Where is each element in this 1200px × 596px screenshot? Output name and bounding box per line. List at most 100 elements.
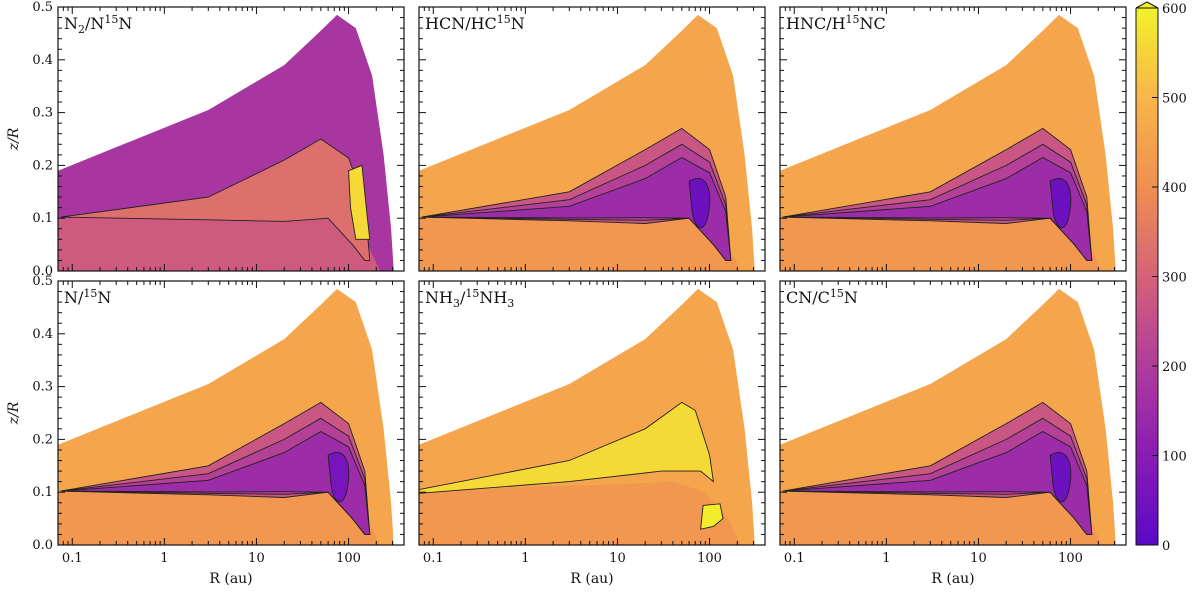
panel-title-part: NH — [425, 288, 453, 307]
panel-n2: 0.00.10.20.30.40.5z/RN2/N15N — [6, 0, 405, 279]
y-axis-label: z/R — [6, 127, 22, 151]
panel-title: CN/C15N — [786, 287, 858, 307]
panel-title: HCN/HC15N — [425, 13, 525, 33]
high-ratio-blob — [700, 503, 724, 530]
colorbar-tick-label: 300 — [1162, 271, 1187, 286]
midplane-region — [58, 207, 381, 271]
x-axis-label: R (au) — [570, 571, 613, 587]
panel-title-part: / — [460, 288, 466, 307]
panel-frame — [418, 280, 766, 546]
panel-title-part: NH — [479, 288, 507, 307]
x-tick-label: 100 — [336, 551, 361, 566]
colorbar-tick-label: 400 — [1162, 181, 1187, 196]
panel-title-part: CN/C — [786, 288, 830, 307]
panel-n: 0.0 0.1 0.2 0.3 0.4 0.5 z/R 0.1 1 10 100 R (au) N/15… — [6, 274, 405, 587]
plot-area — [780, 14, 1116, 271]
panel-title-part: N — [64, 14, 78, 33]
x-tick-label: 0.1 — [62, 551, 83, 566]
ticks — [779, 280, 1127, 546]
x-tick-label: 100 — [697, 551, 722, 566]
midplane-region — [780, 207, 1103, 271]
panel-hcn: HCN/HC15N — [418, 6, 766, 272]
panel-title: N/15N — [64, 287, 111, 307]
x-tick-label: 0.1 — [784, 551, 805, 566]
x-tick-label: 10 — [248, 551, 265, 566]
colorbar-extend-arrow — [1135, 1, 1159, 9]
y-tick-label: 0.4 — [32, 327, 53, 342]
y-tick-label: 0.3 — [32, 106, 53, 121]
panel-title-part: 15 — [497, 13, 511, 26]
ticks — [418, 280, 766, 546]
y-tick-label: 0.4 — [32, 53, 53, 68]
low-ratio-core — [1049, 452, 1072, 503]
plot-area — [419, 288, 755, 545]
low-ratio-core — [327, 452, 350, 503]
y-axis-label: z/R — [6, 401, 22, 425]
x-tick-label: 10 — [970, 551, 987, 566]
panel-hnc: HNC/H15NC — [779, 6, 1127, 272]
high-ratio-core — [348, 164, 371, 240]
y-tick-label: 0.3 — [32, 380, 53, 395]
colorbar-tick-label: 200 — [1162, 360, 1187, 375]
ticks — [57, 280, 405, 546]
panel-frame — [779, 6, 1127, 272]
panel-title-part: 3 — [453, 297, 460, 310]
x-tick-label: 100 — [1058, 551, 1083, 566]
y-tick-label: 0.2 — [32, 432, 53, 447]
panel-title-part: 15 — [465, 287, 479, 300]
colorbar-gradient — [1136, 8, 1158, 545]
panel-cn: 0.1 1 10 100 R (au) CN/C15N — [779, 280, 1127, 587]
panel-title-part: /N — [85, 14, 104, 33]
y-tick-label: 0.1 — [32, 485, 53, 500]
high-ratio-band — [419, 401, 715, 494]
panel-title-part: HCN/HC — [425, 14, 497, 33]
y-tick-label: 0.0 — [32, 264, 53, 279]
panel-title-part: N/ — [64, 288, 84, 307]
panel-title-part: 3 — [507, 297, 514, 310]
colorbar-tick-label: 0 — [1162, 539, 1170, 554]
x-tick-label: 10 — [609, 551, 626, 566]
panel-title-part: 15 — [846, 13, 860, 26]
plot-area — [58, 288, 394, 545]
contour-band — [60, 138, 371, 261]
panel-title: NH3/15NH3 — [425, 287, 514, 310]
panel-frame — [779, 280, 1127, 546]
x-tick-label: 0.1 — [423, 551, 444, 566]
contour-band — [421, 156, 732, 261]
panel-title-part: 15 — [830, 287, 844, 300]
y-tick-label: 0.1 — [32, 211, 53, 226]
x-tick-label: 1 — [882, 551, 890, 566]
plot-area — [419, 14, 755, 271]
panel-title-part: 15 — [83, 287, 97, 300]
panel-title-part: 15 — [104, 13, 118, 26]
ticks — [779, 6, 1127, 272]
colorbar-tick-label: 100 — [1162, 450, 1187, 465]
plot-area — [58, 14, 394, 271]
contour-band — [782, 156, 1093, 261]
panel-frame — [418, 6, 766, 272]
y-tick-label: 0.5 — [32, 274, 53, 289]
x-axis-label: R (au) — [209, 571, 252, 587]
low-ratio-core — [1049, 178, 1072, 229]
low-ratio-core — [688, 178, 711, 229]
panel-frame — [57, 280, 405, 546]
contour-band — [60, 430, 371, 535]
panel-title-part: N — [844, 288, 858, 307]
ticks — [57, 6, 405, 272]
colorbar: 0 100 200 300 400 500 600 — [1135, 1, 1187, 554]
colorbar-tick-label: 500 — [1162, 92, 1187, 107]
panel-frame — [57, 6, 405, 272]
y-tick-label: 0.5 — [32, 0, 53, 15]
midplane-region — [58, 481, 381, 545]
panel-title-part: N — [97, 288, 111, 307]
panel-title-part: N — [118, 14, 132, 33]
colorbar-tick-label: 600 — [1162, 2, 1187, 17]
panel-title: N2/N15N — [64, 13, 132, 36]
panel-title: HNC/H15NC — [786, 13, 886, 33]
panel-title-part: N — [511, 14, 525, 33]
x-tick-label: 1 — [160, 551, 168, 566]
midplane-region — [419, 207, 742, 271]
contour-band — [782, 430, 1093, 535]
